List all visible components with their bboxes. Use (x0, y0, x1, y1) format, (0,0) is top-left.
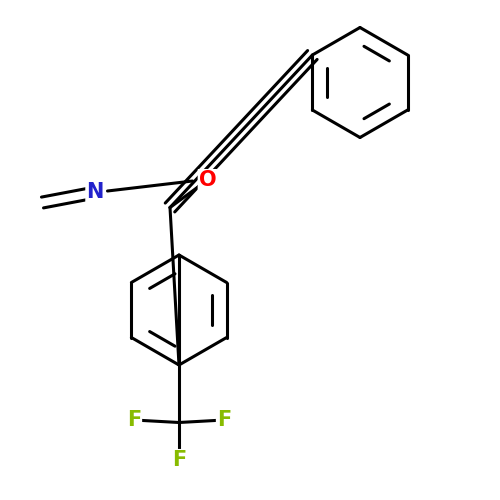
Text: N: N (86, 182, 104, 203)
Text: O: O (198, 170, 216, 190)
Text: F: F (172, 450, 186, 470)
Text: F: F (217, 410, 231, 430)
Text: F: F (127, 410, 141, 430)
